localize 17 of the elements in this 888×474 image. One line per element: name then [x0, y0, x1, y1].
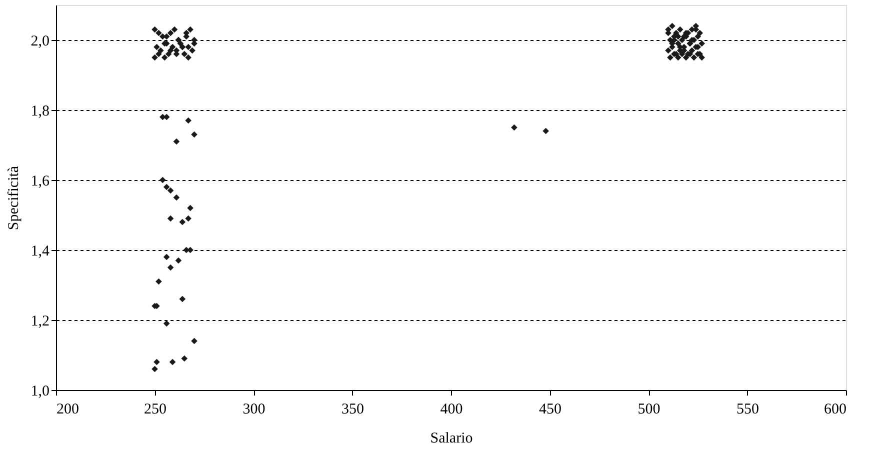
x-tick-label: 350: [342, 402, 364, 418]
x-tick-label: 450: [539, 402, 562, 418]
x-tick-label: 300: [242, 402, 266, 418]
y-tick-label: 1,4: [30, 244, 50, 260]
y-tick-label: 1,2: [30, 314, 50, 330]
y-tick-label: 1,6: [30, 174, 50, 190]
x-tick-label: 600: [824, 402, 846, 418]
y-axis-title: Specificità: [6, 166, 22, 230]
x-tick-label: 500: [638, 402, 660, 418]
x-tick-label: 250: [144, 402, 166, 418]
x-tick-label: 550: [736, 402, 759, 418]
x-tick-label: 400: [440, 402, 463, 418]
y-tick-label: 1,0: [30, 384, 50, 400]
x-tick-label: 200: [56, 402, 79, 418]
x-axis-title: Salario: [430, 430, 473, 446]
y-tick-label: 2,0: [30, 34, 50, 50]
y-tick-label: 1,8: [30, 104, 50, 120]
